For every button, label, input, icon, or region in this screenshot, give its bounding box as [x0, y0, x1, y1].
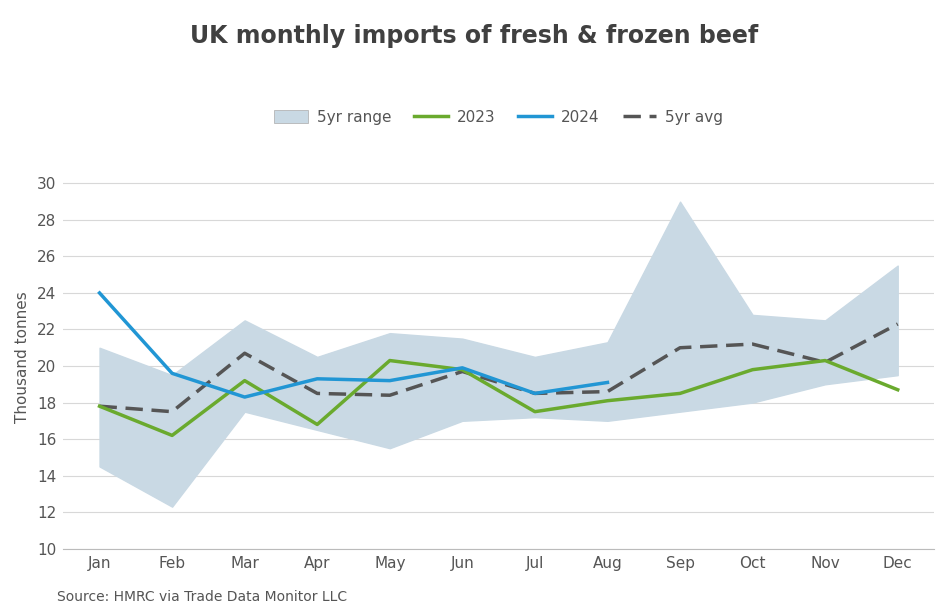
Legend: 5yr range, 2023, 2024, 5yr avg: 5yr range, 2023, 2024, 5yr avg	[268, 104, 730, 131]
Text: UK monthly imports of fresh & frozen beef: UK monthly imports of fresh & frozen bee…	[191, 24, 758, 48]
Y-axis label: Thousand tonnes: Thousand tonnes	[15, 291, 30, 423]
Text: Source: HMRC via Trade Data Monitor LLC: Source: HMRC via Trade Data Monitor LLC	[57, 590, 347, 604]
